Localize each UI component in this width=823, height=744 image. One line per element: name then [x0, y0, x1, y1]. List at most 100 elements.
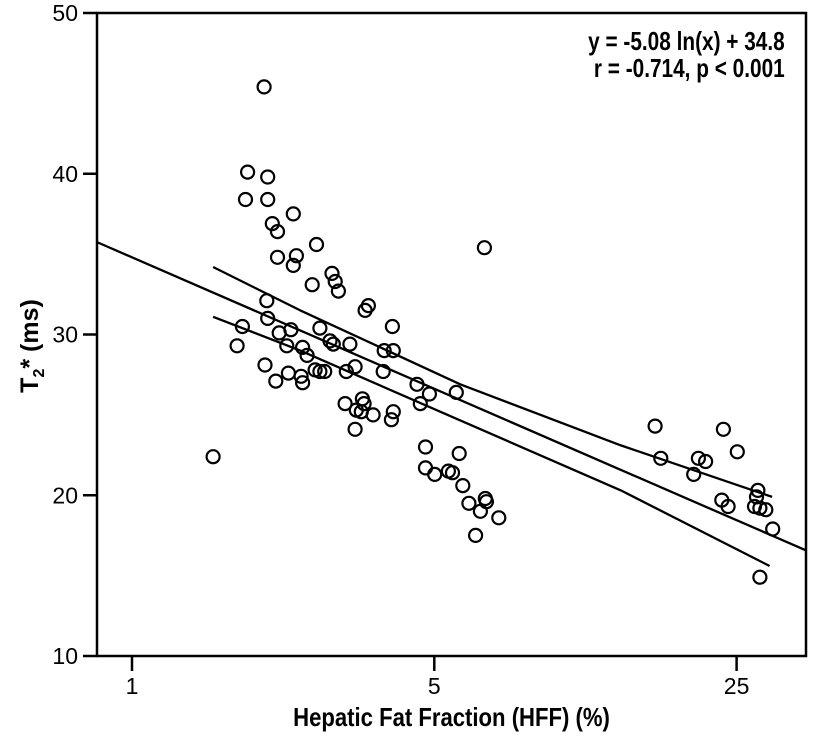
- data-point: [472, 503, 488, 519]
- data-point: [417, 439, 434, 455]
- data-point: [283, 322, 299, 338]
- data-point: [412, 396, 428, 412]
- data-point: [234, 318, 250, 335]
- data-point: [295, 375, 311, 391]
- data-point: [347, 359, 363, 375]
- data-point: [686, 466, 702, 482]
- data-point: [259, 293, 275, 309]
- y-title-suffix: * (ms): [16, 299, 44, 369]
- data-point: [385, 343, 401, 359]
- y-tick-label: 50: [52, 0, 78, 26]
- data-point: [765, 521, 781, 537]
- data-point: [461, 495, 477, 511]
- data-point: [647, 418, 663, 434]
- data-point: [729, 444, 745, 460]
- data-point: [256, 79, 272, 95]
- data-point: [295, 339, 311, 355]
- data-point: [308, 236, 325, 253]
- data-point: [304, 277, 320, 293]
- equation-text: y = -5.08 ln(x) + 34.8: [588, 26, 785, 56]
- data-point: [451, 445, 467, 462]
- data-point: [312, 320, 328, 336]
- data-point: [312, 363, 328, 380]
- data-point: [342, 336, 358, 352]
- data-point: [427, 466, 443, 482]
- data-point: [260, 310, 276, 326]
- y-tick-label: 40: [52, 161, 78, 187]
- data-point: [653, 450, 669, 466]
- data-point: [421, 386, 437, 402]
- y-tick-label: 20: [52, 482, 78, 508]
- data-point: [237, 191, 254, 208]
- data-point: [448, 384, 464, 400]
- data-point: [293, 368, 309, 384]
- plot-border: [95, 11, 808, 658]
- x-axis-title: Hepatic Fat Fraction (HFF) (%): [293, 702, 610, 732]
- data-point: [385, 404, 401, 420]
- y-title-subscript: 2: [31, 368, 48, 378]
- data-point: [468, 527, 484, 544]
- data-point: [409, 376, 425, 392]
- data-point: [288, 248, 304, 264]
- data-point: [383, 412, 399, 428]
- data-point: [260, 169, 276, 185]
- data-point: [240, 164, 256, 180]
- fit-lines: [96, 241, 807, 568]
- data-point: [376, 343, 392, 359]
- data-point: [491, 510, 507, 526]
- data-point: [455, 478, 471, 494]
- data-point: [752, 500, 768, 516]
- data-point: [324, 265, 340, 281]
- data-point: [347, 421, 363, 437]
- data-point: [690, 450, 707, 466]
- x-tick-label: 25: [724, 673, 750, 699]
- data-point: [229, 338, 245, 354]
- data-point: [317, 363, 333, 380]
- data-point: [750, 482, 766, 498]
- data-point: [384, 318, 400, 335]
- data-points: [205, 79, 781, 585]
- data-point: [268, 373, 284, 389]
- data-point: [365, 407, 381, 423]
- data-point: [444, 465, 461, 481]
- y-title-prefix: T: [16, 377, 44, 393]
- data-point: [720, 498, 736, 515]
- data-point: [285, 257, 301, 273]
- y-axis-title: T2* (ms): [15, 196, 48, 496]
- data-point: [285, 206, 301, 222]
- data-point: [357, 302, 373, 318]
- stats-text: r = -0.714, p < 0.001: [594, 53, 785, 83]
- x-tick-label: 5: [428, 673, 441, 699]
- data-point: [325, 336, 341, 352]
- data-point: [264, 216, 280, 232]
- data-point: [327, 273, 343, 290]
- x-tick-label: 1: [126, 673, 139, 699]
- data-point: [205, 449, 221, 465]
- data-point: [715, 421, 732, 437]
- regression-annotation: y = -5.08 ln(x) + 34.8 r = -0.714, p < 0…: [588, 28, 785, 82]
- data-point: [299, 347, 315, 363]
- ci-lower-line: [212, 315, 771, 568]
- data-point: [697, 453, 714, 470]
- data-point: [417, 460, 434, 476]
- data-point: [279, 338, 295, 354]
- data-point: [476, 240, 492, 256]
- data-point: [280, 365, 296, 381]
- data-point: [269, 224, 286, 240]
- data-point: [330, 283, 346, 299]
- data-point: [257, 357, 273, 373]
- data-point: [338, 363, 354, 380]
- data-point: [375, 363, 391, 380]
- data-point: [752, 569, 768, 585]
- y-tick-label: 30: [52, 322, 78, 348]
- data-point: [269, 249, 286, 265]
- data-point: [322, 333, 338, 349]
- plot-frame: [95, 11, 808, 658]
- data-point: [337, 396, 353, 412]
- y-tick-label: 10: [52, 643, 78, 669]
- data-point: [260, 191, 276, 208]
- data-point: [758, 502, 774, 518]
- axis-ticks: 10 20 30 40 50 1 5 25: [52, 0, 749, 699]
